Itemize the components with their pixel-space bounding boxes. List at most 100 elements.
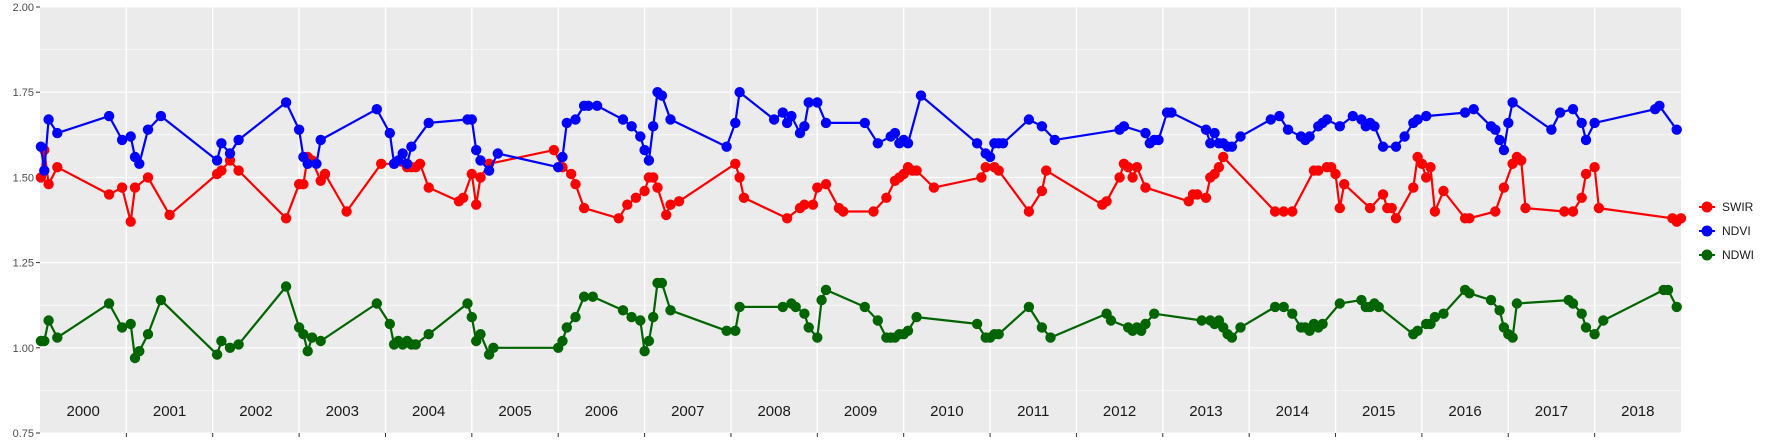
data-point — [622, 199, 633, 210]
data-point — [1485, 294, 1497, 306]
data-point — [652, 182, 663, 193]
data-point — [721, 141, 732, 152]
data-point — [570, 114, 581, 125]
data-point — [1468, 104, 1479, 115]
data-point — [1209, 127, 1220, 139]
data-point — [799, 121, 810, 132]
data-point — [125, 318, 136, 330]
data-point — [661, 209, 672, 221]
data-point — [216, 165, 227, 176]
data-point — [816, 294, 827, 306]
year-label: 2016 — [1448, 403, 1481, 420]
data-point — [1278, 206, 1289, 217]
data-point — [1200, 192, 1212, 203]
data-point — [492, 148, 503, 159]
data-point — [820, 284, 832, 296]
data-point — [630, 192, 642, 203]
data-point — [1218, 151, 1229, 163]
data-point — [116, 134, 128, 146]
data-point — [125, 216, 136, 227]
data-point — [52, 162, 63, 173]
data-point — [125, 131, 136, 142]
data-point — [1334, 202, 1346, 214]
data-point — [570, 311, 581, 323]
data-point — [730, 158, 741, 169]
data-point — [553, 162, 564, 173]
legend-item-ndvi: NDVI — [1699, 224, 1751, 238]
year-label: 2011 — [1017, 403, 1049, 420]
data-point — [859, 117, 870, 129]
data-point — [1140, 182, 1151, 193]
data-point — [462, 298, 473, 309]
y-tick-label: 1.50 — [13, 172, 34, 184]
data-point — [233, 165, 244, 176]
data-point — [1412, 114, 1423, 125]
data-point — [1516, 155, 1527, 166]
data-point — [980, 162, 991, 173]
data-point — [35, 141, 47, 152]
series-swir — [35, 144, 1687, 227]
data-point — [376, 158, 387, 169]
data-point — [341, 206, 352, 217]
data-point — [617, 114, 629, 125]
data-point — [1149, 308, 1160, 319]
data-point — [103, 298, 115, 309]
data-point — [971, 318, 983, 330]
data-point — [859, 301, 870, 313]
data-point — [578, 202, 590, 214]
year-label: 2003 — [326, 403, 359, 420]
data-point — [39, 335, 50, 347]
data-point — [1671, 301, 1682, 313]
data-point — [1140, 127, 1151, 139]
data-point — [803, 322, 814, 333]
series-layer — [35, 87, 1687, 364]
data-point — [466, 168, 477, 180]
data-point — [648, 311, 659, 323]
data-point — [1438, 185, 1449, 197]
data-point — [103, 110, 115, 122]
data-point — [280, 213, 292, 224]
data-point — [1490, 206, 1501, 217]
data-point — [1459, 107, 1471, 118]
data-point — [401, 158, 413, 169]
data-point — [1429, 206, 1441, 217]
legend-label-ndwi: NDWI — [1722, 248, 1754, 262]
data-point — [868, 206, 879, 217]
data-point — [1438, 308, 1449, 319]
data-point — [1166, 107, 1177, 118]
data-point — [116, 182, 128, 193]
data-point — [799, 199, 810, 210]
data-point — [656, 277, 668, 289]
data-point — [1364, 202, 1376, 214]
data-point — [1421, 172, 1432, 183]
year-label: 2002 — [239, 403, 272, 420]
year-label: 2014 — [1276, 403, 1309, 420]
data-point — [43, 179, 54, 190]
data-point — [298, 179, 309, 190]
data-point — [781, 213, 793, 224]
data-point — [1498, 144, 1510, 156]
data-point — [1567, 206, 1579, 217]
data-point — [134, 346, 145, 357]
data-point — [993, 165, 1004, 176]
data-point — [1317, 318, 1328, 330]
data-point — [1123, 162, 1134, 173]
data-point — [557, 335, 568, 347]
legend-item-ndwi: NDWI — [1699, 248, 1754, 262]
data-point — [52, 332, 63, 343]
data-point — [384, 127, 395, 139]
data-point — [1580, 322, 1592, 333]
data-point — [1567, 298, 1579, 309]
data-point — [1593, 202, 1605, 214]
data-point — [591, 100, 603, 112]
series-ndvi — [35, 87, 1682, 176]
data-point — [902, 325, 914, 336]
legend-marker-ndvi — [1701, 225, 1713, 237]
data-point — [928, 182, 940, 193]
year-label: 2004 — [412, 403, 445, 420]
data-point — [315, 335, 326, 347]
year-label: 2009 — [844, 403, 877, 420]
data-point — [1408, 182, 1419, 193]
data-point — [1269, 301, 1281, 313]
